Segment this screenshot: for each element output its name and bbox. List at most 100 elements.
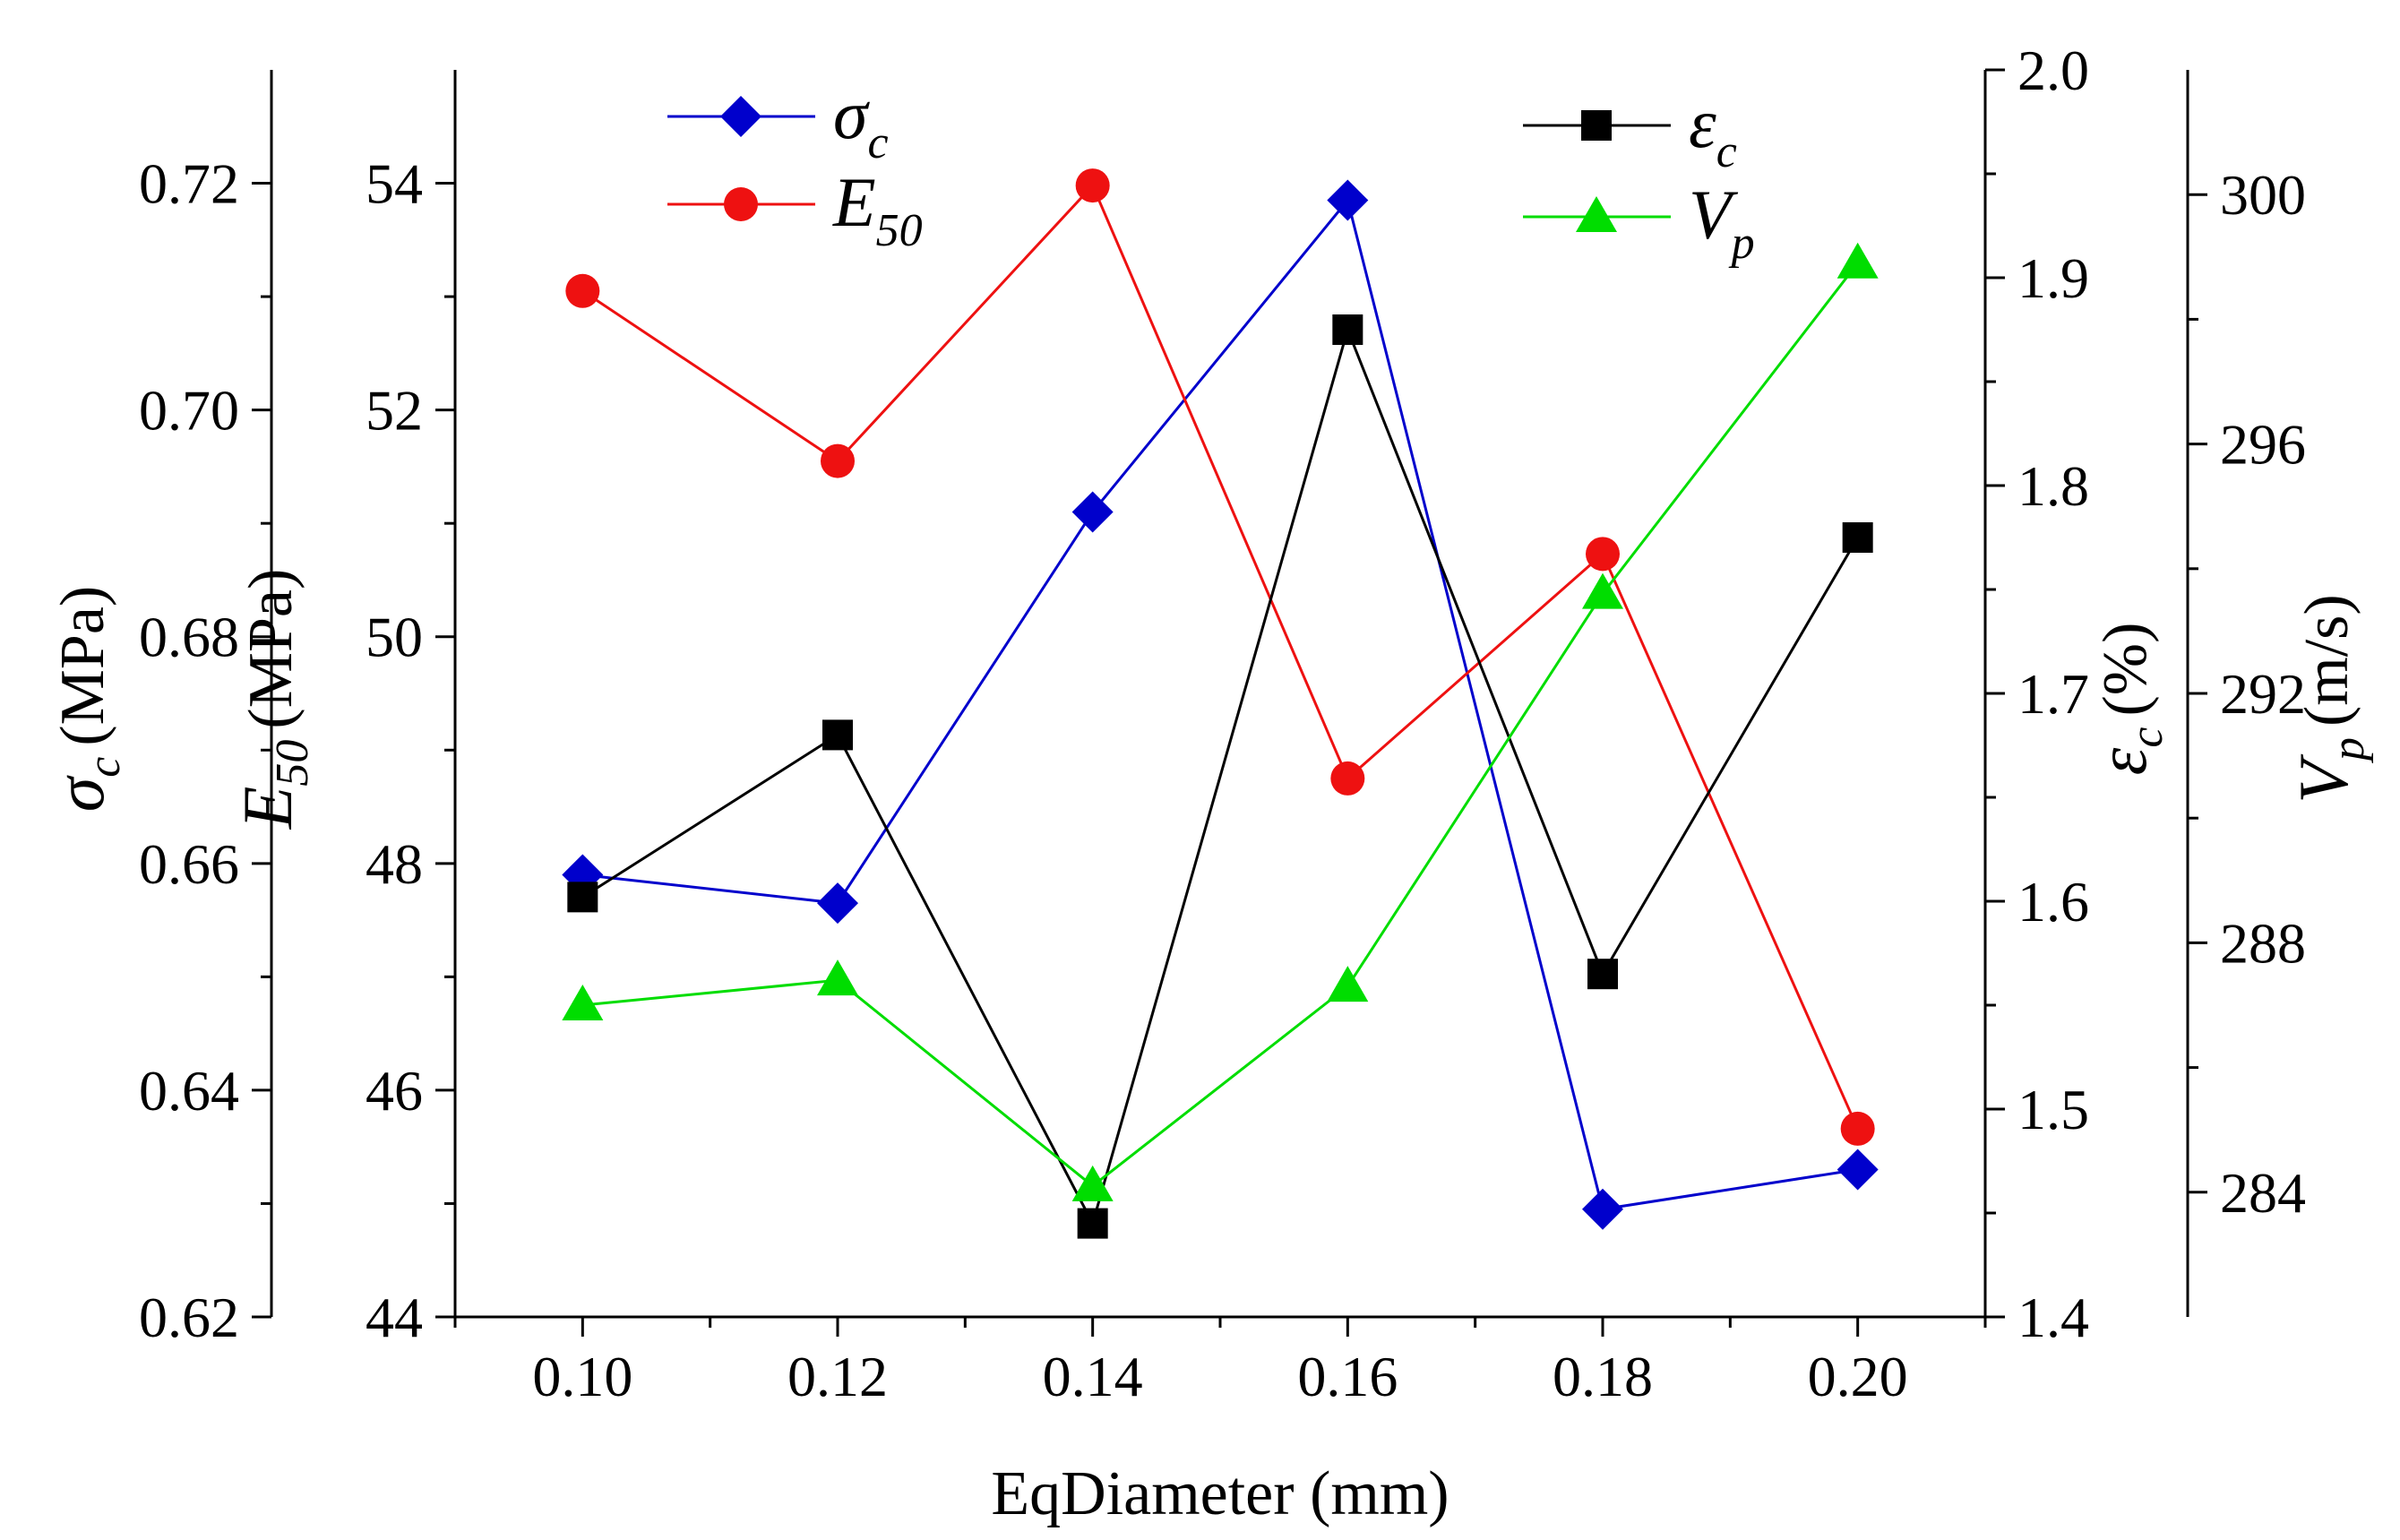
legend-label-sub-eps: c bbox=[1716, 126, 1737, 177]
series-layer bbox=[562, 168, 1879, 1239]
legend-item-sigma: σc bbox=[667, 75, 889, 168]
series-sigma-line bbox=[582, 197, 1858, 1211]
series-eps-point-3 bbox=[1332, 314, 1363, 345]
E50-tick-label-0: 44 bbox=[366, 1286, 423, 1349]
eps-tick-label-3: 1.7 bbox=[2017, 662, 2089, 726]
series-Vp-point-5 bbox=[1837, 242, 1879, 279]
legend-label-sub-sigma: c bbox=[867, 117, 888, 168]
sigma-axis-title-unit: (MPa) bbox=[48, 586, 117, 746]
sigma-axis-title-symbol: σ bbox=[40, 775, 118, 812]
E50-tick-label-5: 54 bbox=[366, 152, 423, 216]
series-E50-point-3 bbox=[1330, 761, 1365, 796]
series-Vp-point-2 bbox=[1071, 1165, 1114, 1201]
x-axis-title: EqDiameter (mm) bbox=[991, 1459, 1449, 1528]
legend-label-eps: εc bbox=[1689, 84, 1737, 177]
series-Vp-line bbox=[582, 262, 1859, 1188]
series-eps-point-5 bbox=[1842, 522, 1873, 553]
eps-tick-label-4: 1.8 bbox=[2017, 454, 2089, 518]
sigma-tick-label-0: 0.62 bbox=[139, 1286, 239, 1349]
eps-tick-label-6: 2.0 bbox=[2017, 39, 2089, 102]
series-sigma-point-3 bbox=[1327, 179, 1369, 221]
legend-label-symbol-Vp: V bbox=[1689, 176, 1739, 254]
eps-tick-label-1: 1.5 bbox=[2017, 1078, 2089, 1141]
series-E50-line bbox=[581, 183, 1860, 1130]
E50-tick-label-3: 50 bbox=[366, 606, 423, 669]
E50-tick-label-2: 48 bbox=[366, 832, 423, 896]
legend-label-sub-E50: 50 bbox=[876, 205, 923, 256]
Vp-axis-title: Vp (m/s) bbox=[2284, 594, 2374, 803]
series-sigma-point-4 bbox=[1582, 1188, 1623, 1230]
Vp-tick-label-4: 300 bbox=[2220, 163, 2306, 227]
legend-item-eps: εc bbox=[1523, 84, 1737, 177]
Vp-axis-title-unit: (m/s) bbox=[2292, 594, 2361, 727]
series-sigma bbox=[562, 179, 1879, 1230]
legend-marker-eps bbox=[1581, 110, 1612, 141]
x-tick-label-4: 0.18 bbox=[1553, 1345, 1653, 1408]
series-eps-line bbox=[581, 325, 1859, 1227]
series-Vp-point-3 bbox=[1327, 966, 1369, 1002]
series-sigma-point-5 bbox=[1837, 1149, 1879, 1191]
sigma-tick-label-2: 0.66 bbox=[139, 832, 239, 896]
eps-tick-label-5: 1.9 bbox=[2017, 246, 2089, 310]
legend-marker-Vp bbox=[1576, 196, 1617, 232]
series-eps-point-2 bbox=[1077, 1208, 1108, 1239]
E50-axis-title-symbol: E bbox=[228, 787, 306, 830]
series-eps bbox=[567, 314, 1873, 1239]
eps-tick-label-2: 1.6 bbox=[2017, 870, 2089, 933]
legend-item-Vp: Vp bbox=[1523, 176, 1755, 269]
legend-label-Vp: Vp bbox=[1689, 176, 1755, 269]
series-Vp-point-4 bbox=[1582, 572, 1623, 609]
series-Vp-point-0 bbox=[562, 985, 604, 1020]
axes-layer: 0.10 0.12 0.14 0.16 0.18 0.20 0.62 0.64 0.66 0.68… bbox=[40, 39, 2374, 1408]
series-E50-point-5 bbox=[1840, 1111, 1875, 1146]
series-sigma-point-1 bbox=[817, 882, 858, 925]
series-eps-point-0 bbox=[567, 882, 598, 913]
x-tick-label-5: 0.20 bbox=[1808, 1345, 1908, 1408]
eps-axis-title-symbol: ε bbox=[2083, 747, 2161, 775]
E50-axis-title-unit: (MPa) bbox=[237, 569, 305, 729]
x-tick-label-2: 0.14 bbox=[1043, 1345, 1143, 1408]
legend-label-symbol-sigma: σ bbox=[833, 75, 870, 153]
eps-axis-title-sub: c bbox=[2121, 727, 2172, 748]
sigma-tick-label-5: 0.72 bbox=[139, 152, 239, 216]
sigma-axis-title: σc (MPa) bbox=[40, 586, 130, 812]
legend-label-sub-Vp: p bbox=[1728, 218, 1755, 269]
eps-tick-label-0: 1.4 bbox=[2017, 1286, 2089, 1349]
Vp-tick-label-0: 284 bbox=[2220, 1161, 2306, 1225]
x-tick-label-3: 0.16 bbox=[1297, 1345, 1398, 1408]
eps-axis-title-unit: (%) bbox=[2091, 623, 2160, 717]
E50-axis-title: E50 (MPa) bbox=[228, 569, 318, 830]
legend-label-E50: E50 bbox=[832, 163, 923, 256]
sigma-axis-title-sub: c bbox=[79, 757, 130, 778]
series-E50 bbox=[565, 168, 1875, 1146]
series-E50-point-0 bbox=[565, 273, 600, 308]
legend-item-E50: E50 bbox=[667, 163, 923, 256]
series-sigma-point-2 bbox=[1071, 491, 1114, 533]
series-Vp bbox=[562, 242, 1879, 1201]
sigma-tick-label-1: 0.64 bbox=[139, 1059, 239, 1123]
legend-marker-E50 bbox=[724, 187, 758, 221]
sigma-tick-label-3: 0.68 bbox=[139, 606, 239, 669]
x-tick-label-1: 0.12 bbox=[787, 1345, 888, 1408]
E50-axis-title-sub: 50 bbox=[267, 740, 318, 787]
legend-label-sigma: σc bbox=[833, 75, 889, 168]
Vp-axis-title-symbol: V bbox=[2284, 753, 2362, 804]
legend-label-symbol-E50: E bbox=[832, 163, 876, 241]
series-E50-point-1 bbox=[821, 443, 855, 478]
sigma-tick-label-4: 0.70 bbox=[139, 379, 239, 443]
series-eps-point-4 bbox=[1587, 959, 1618, 990]
Vp-tick-label-1: 288 bbox=[2220, 911, 2306, 975]
legend-marker-sigma bbox=[720, 96, 761, 137]
series-eps-point-1 bbox=[822, 719, 853, 751]
Vp-axis-title-sub: p bbox=[2323, 737, 2374, 764]
series-E50-point-4 bbox=[1586, 537, 1620, 572]
series-Vp-point-1 bbox=[817, 959, 858, 996]
E50-tick-label-4: 52 bbox=[366, 379, 423, 443]
Vp-tick-label-3: 296 bbox=[2220, 413, 2306, 477]
series-E50-point-2 bbox=[1075, 168, 1110, 203]
eps-axis-title: εc (%) bbox=[2083, 623, 2172, 776]
E50-tick-label-1: 46 bbox=[366, 1059, 423, 1123]
Vp-tick-label-2: 292 bbox=[2220, 662, 2306, 726]
